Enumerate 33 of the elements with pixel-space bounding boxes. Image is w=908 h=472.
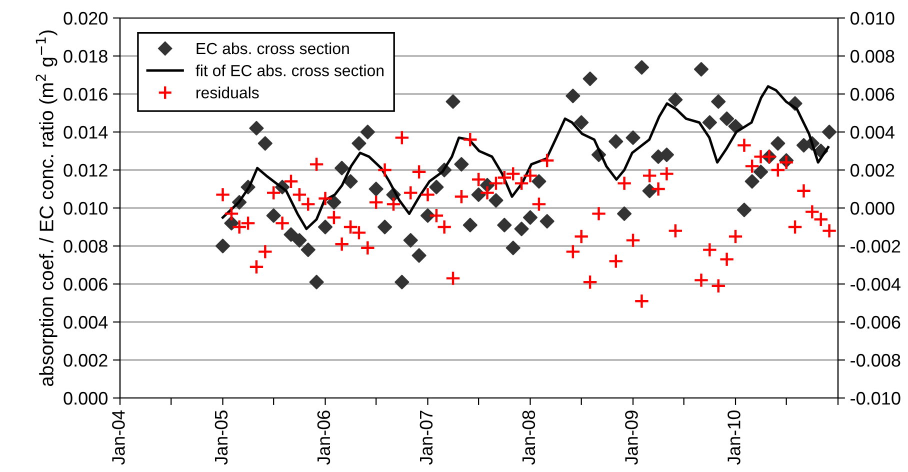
y-tick-label: 0.002	[64, 354, 108, 367]
y-tick-label: 0.004	[64, 316, 108, 329]
y2-tick-label: 0.006	[850, 88, 894, 101]
y-tick-label: 0.010	[64, 202, 108, 215]
y-tick-label: 0.000	[64, 392, 108, 405]
legend-label: residuals	[196, 86, 259, 98]
y2-tick-label: 0.004	[850, 126, 894, 139]
y-tick-label: 0.006	[64, 278, 108, 291]
x-tick-label: Jan-05	[214, 410, 228, 465]
y-axis-title: absorption coef. / EC conc. ratio (m$^{2}$ g$^{−1}$)	[36, 30, 58, 386]
y2-tick-label: 0.010	[850, 12, 894, 25]
x-tick-label: Jan-10	[728, 410, 740, 465]
y2-tick-label: 0.002	[850, 164, 894, 177]
y2-tick-label: -0.002	[850, 240, 900, 253]
y2-tick-label: 0.000	[850, 202, 894, 215]
x-tick-label: Jan-07	[420, 410, 433, 465]
y2-tick-label: -0.006	[850, 316, 900, 329]
y2-tick-label: -0.010	[850, 392, 900, 405]
y-tick-label: 0.018	[64, 50, 108, 63]
x-tick-label: Jan-09	[625, 410, 638, 465]
legend-label: EC abs. cross section	[196, 42, 349, 54]
x-tick-label: Jan-06	[317, 410, 330, 465]
x-tick-label: Jan-08	[522, 410, 536, 465]
y2-tick-label: -0.004	[850, 278, 900, 291]
y-tick-label: 0.012	[64, 164, 108, 177]
y-tick-label: 0.008	[64, 240, 108, 253]
y2-tick-label: 0.008	[850, 50, 894, 63]
y-tick-label: 0.016	[64, 88, 108, 101]
y2-tick-label: -0.008	[850, 354, 900, 367]
legend-label: fit of EC abs. cross section	[196, 64, 384, 76]
x-tick-label: Jan-04	[112, 410, 125, 465]
y-tick-label: 0.014	[64, 126, 108, 139]
y-tick-label: 0.020	[64, 12, 108, 25]
